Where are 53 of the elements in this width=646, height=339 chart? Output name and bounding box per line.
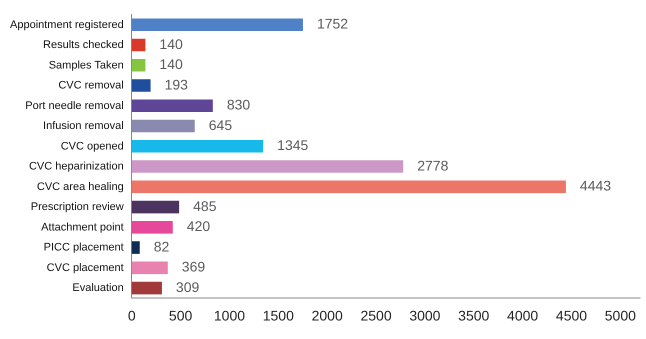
bar — [132, 79, 151, 92]
bar — [132, 221, 173, 234]
data-label: 82 — [154, 238, 170, 254]
y-tick-label: CVC opened — [60, 140, 124, 152]
data-label: 485 — [193, 198, 217, 214]
bar — [132, 58, 146, 72]
y-tick-label: Evaluation — [72, 282, 124, 294]
bar — [132, 18, 303, 32]
y-tick-label: Results checked — [43, 39, 124, 52]
x-tick-label: 2000 — [312, 307, 343, 324]
data-label: 830 — [226, 96, 250, 113]
bar — [132, 38, 146, 52]
bar — [132, 99, 213, 112]
y-tick-label: CVC heparinization — [28, 160, 124, 173]
bar — [132, 180, 566, 194]
y-tick-label: Samples Taken — [48, 59, 124, 72]
data-label: 2778 — [417, 157, 449, 174]
bar — [132, 282, 162, 294]
y-tick-label: Infusion removal — [43, 120, 124, 132]
data-label: 1752 — [316, 16, 348, 32]
data-label: 193 — [164, 76, 188, 92]
data-label: 420 — [186, 218, 210, 234]
x-tick-label: 4500 — [556, 307, 588, 324]
bar — [132, 262, 168, 274]
data-label: 140 — [159, 56, 183, 72]
y-tick-label: Appointment registered — [10, 18, 124, 31]
y-tick-label: Prescription review — [30, 201, 124, 214]
x-tick-label: 4000 — [507, 307, 538, 324]
data-label: 309 — [176, 278, 200, 295]
x-tick-label: 3500 — [458, 307, 490, 324]
x-tick-label: 500 — [168, 307, 192, 324]
bar — [132, 140, 264, 153]
y-tick-label: Port needle removal — [25, 100, 124, 112]
data-label: 369 — [182, 258, 206, 275]
x-tick-label: 1500 — [262, 307, 294, 324]
x-tick-label: 0 — [128, 307, 136, 324]
x-tick-label: 3000 — [409, 307, 441, 324]
bar — [132, 160, 404, 173]
y-tick-label: CVC removal — [58, 80, 124, 92]
y-tick-label: CVC area healing — [36, 180, 124, 193]
x-tick-label: 5000 — [604, 307, 636, 324]
x-tick-label: 1000 — [214, 307, 246, 324]
data-label: 140 — [159, 36, 183, 52]
bar — [132, 200, 180, 214]
x-tick-label: 2500 — [360, 307, 392, 324]
y-tick-label: PICC placement — [44, 242, 124, 254]
y-tick-label: Attachment point — [41, 221, 124, 234]
data-label: 4443 — [580, 178, 612, 194]
bar — [132, 241, 140, 254]
data-label: 1345 — [277, 137, 309, 154]
y-tick-label: CVC placement — [46, 262, 124, 274]
data-label: 645 — [208, 116, 232, 133]
bar — [132, 120, 195, 132]
